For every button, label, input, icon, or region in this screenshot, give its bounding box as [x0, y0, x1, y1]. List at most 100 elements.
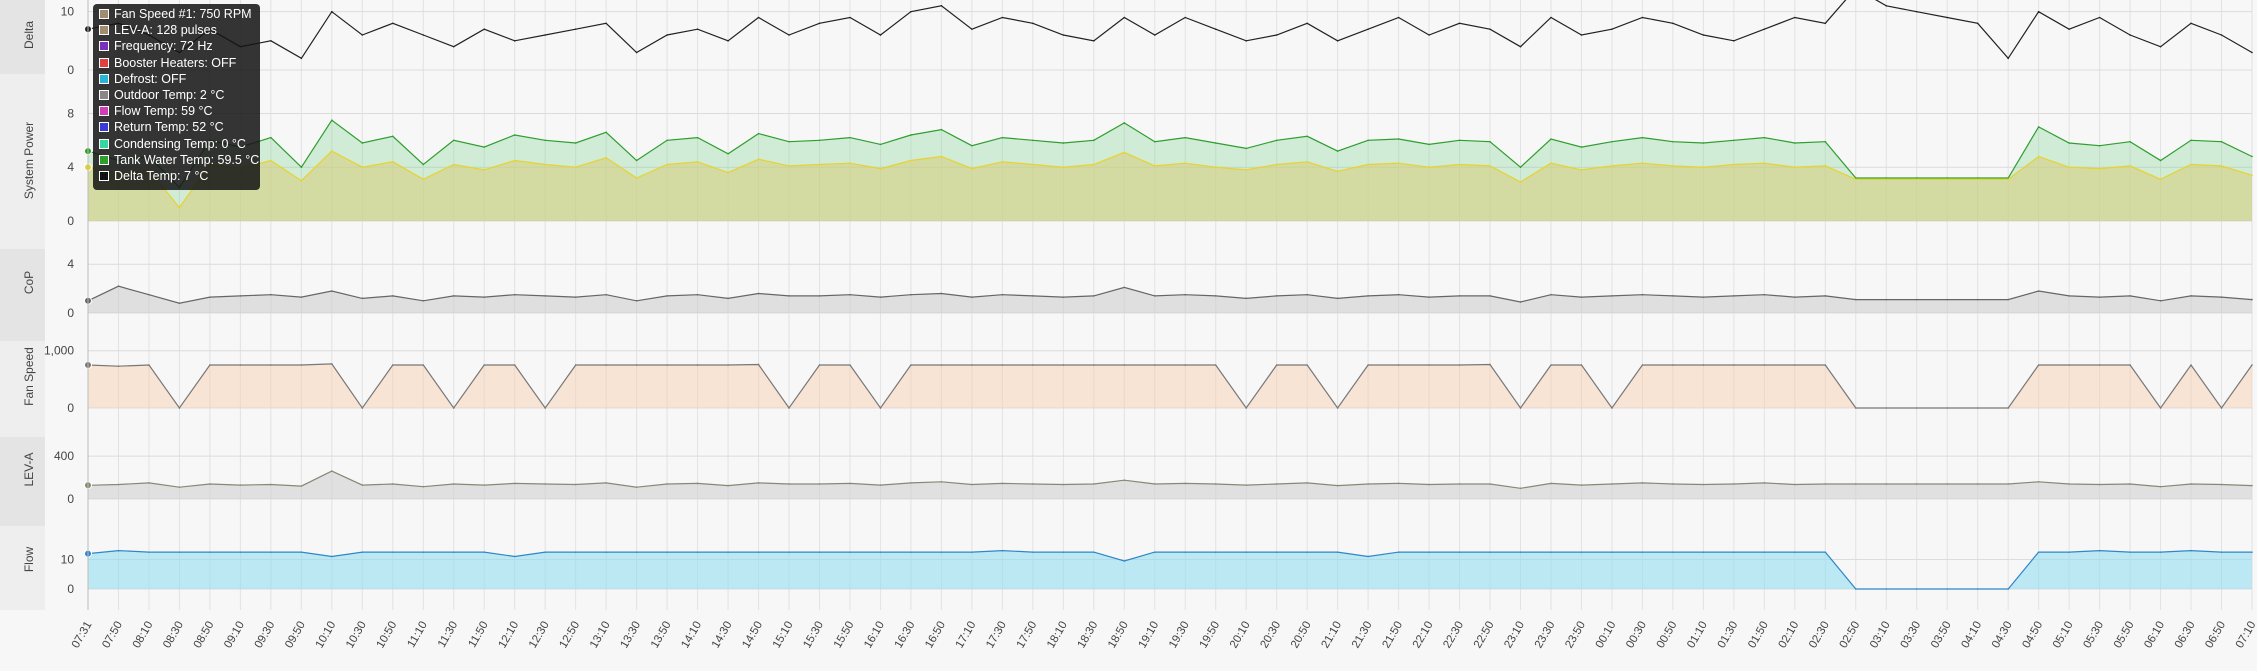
data-point	[1976, 588, 1979, 590]
data-point	[2159, 300, 2162, 302]
data-point	[1733, 551, 1735, 553]
tooltip-label: Delta Temp: 7 °C	[114, 168, 209, 183]
data-point	[1611, 295, 1613, 297]
data-point	[117, 549, 120, 552]
x-tick-label: 05:30	[2081, 620, 2106, 651]
data-point	[879, 296, 882, 298]
data-point	[1367, 295, 1369, 297]
data-point	[331, 290, 333, 292]
data-point	[513, 293, 516, 296]
data-point	[1336, 170, 1339, 173]
data-point	[2098, 364, 2101, 366]
data-point	[1763, 293, 1766, 296]
data-point	[1153, 140, 1156, 143]
data-point	[1733, 40, 1735, 42]
data-point	[1458, 139, 1461, 142]
data-point	[1275, 483, 1278, 485]
data-point	[910, 482, 912, 484]
data-point	[1611, 28, 1613, 30]
data-point	[1733, 295, 1735, 297]
data-point	[971, 167, 973, 170]
x-tick-label: 20:30	[1258, 620, 1283, 651]
data-point	[727, 364, 729, 366]
data-point	[1946, 298, 1949, 301]
data-point	[1550, 138, 1552, 140]
data-point	[1062, 142, 1065, 144]
data-point	[452, 163, 455, 166]
data-point	[513, 482, 516, 485]
data-point	[1245, 484, 1247, 486]
data-point	[300, 179, 303, 182]
data-point	[2007, 178, 2009, 181]
data-point	[1093, 364, 1095, 366]
data-point	[1275, 551, 1278, 553]
data-point	[2007, 483, 2009, 485]
data-point	[757, 132, 760, 135]
data-point	[1153, 34, 1156, 36]
x-tick-label: 15:50	[832, 620, 857, 651]
data-point	[1001, 293, 1004, 296]
data-point	[1946, 588, 1949, 590]
data-point	[574, 296, 577, 298]
x-tick-label: 02:10	[1777, 620, 1802, 651]
data-point	[757, 482, 760, 484]
data-point	[1854, 177, 1857, 179]
series-line	[87, 0, 2253, 60]
data-point	[1794, 364, 1796, 366]
data-point	[879, 167, 882, 170]
y-tick-label: 1,000	[44, 344, 74, 358]
x-tick-label: 05:50	[2112, 620, 2137, 651]
tooltip-label: Defrost: OFF	[114, 71, 187, 86]
y-tick-label: 0	[67, 214, 74, 228]
data-point	[1245, 551, 1247, 553]
x-tick-label: 02:30	[1807, 620, 1832, 651]
data-point	[1336, 551, 1339, 553]
data-point	[1367, 555, 1369, 558]
x-tick-label: 19:10	[1137, 620, 1162, 651]
data-point	[1946, 16, 1949, 19]
x-tick-label: 05:10	[2051, 620, 2076, 651]
data-point	[1824, 364, 1827, 366]
data-point	[1123, 16, 1126, 19]
data-point	[910, 293, 912, 296]
y-axis-title: Fan Speed	[22, 347, 36, 406]
x-tick-label: 18:50	[1106, 620, 1131, 651]
data-point	[2190, 295, 2192, 297]
x-tick-label: 23:10	[1502, 620, 1527, 651]
tooltip-label: Condensing Temp: 0 °C	[114, 136, 246, 151]
data-point	[331, 150, 333, 152]
data-point	[666, 551, 668, 553]
x-tick-label: 08:50	[192, 620, 217, 651]
data-point	[635, 486, 638, 489]
data-point	[1489, 28, 1491, 30]
data-point	[2129, 295, 2131, 297]
data-point	[1428, 364, 1430, 366]
data-point	[605, 551, 607, 553]
data-point	[1672, 295, 1674, 297]
x-tick-label: 13:30	[618, 620, 643, 651]
data-point	[513, 555, 516, 558]
tooltip-row: Defrost: OFF	[99, 71, 260, 87]
data-point	[1519, 551, 1522, 553]
data-point	[2251, 155, 2253, 158]
data-point	[1976, 178, 1979, 181]
data-point	[818, 364, 821, 366]
data-point	[940, 481, 943, 483]
data-point	[544, 34, 546, 36]
data-point	[483, 296, 486, 298]
data-point	[605, 364, 607, 366]
x-tick-label: 10:50	[375, 620, 400, 651]
data-point	[1611, 140, 1613, 143]
tooltip-swatch	[99, 170, 109, 181]
data-point	[971, 144, 973, 147]
x-tick-label: 18:30	[1076, 620, 1101, 651]
data-point	[1336, 407, 1339, 409]
panel-gutter	[0, 437, 45, 526]
data-point	[300, 296, 303, 298]
data-point	[483, 551, 486, 553]
data-point	[1032, 163, 1034, 166]
data-point	[1032, 22, 1034, 25]
tooltip-swatch	[99, 90, 109, 101]
data-point	[1580, 551, 1583, 553]
data-point	[178, 302, 181, 305]
